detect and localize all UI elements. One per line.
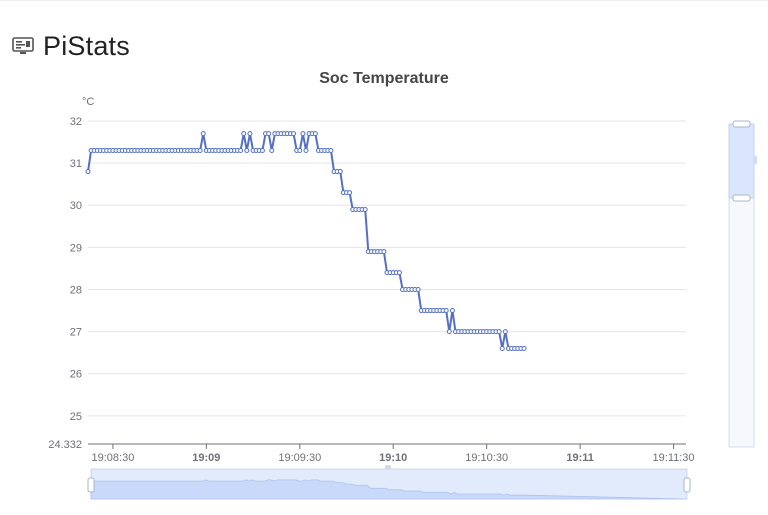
data-point[interactable]: [396, 270, 402, 276]
y-tick-label: 31: [70, 158, 82, 170]
app-title: PiStats: [43, 30, 130, 61]
data-point[interactable]: [415, 286, 421, 292]
data-point[interactable]: [303, 147, 309, 153]
x-tick-label: 19:10:30: [465, 452, 508, 464]
data-point[interactable]: [446, 329, 452, 335]
data-point[interactable]: [347, 190, 353, 196]
y-tick-label: 30: [70, 200, 82, 212]
data-point[interactable]: [449, 308, 455, 314]
series-line: [87, 132, 525, 350]
x-tick-label: 19:09: [192, 452, 220, 464]
y-zoom-track[interactable]: [728, 123, 755, 448]
y-tick-label: 25: [70, 411, 82, 423]
y-zoom-handle[interactable]: [732, 120, 751, 128]
x-tick-label: 19:09:30: [278, 452, 321, 464]
x-tick-label: 19:11: [566, 452, 594, 464]
data-point[interactable]: [85, 169, 91, 175]
y-zoom-handle[interactable]: [732, 194, 751, 202]
top-divider: [0, 0, 768, 1]
data-point[interactable]: [247, 131, 253, 137]
data-point[interactable]: [362, 206, 368, 212]
x-zoom-preview: [90, 479, 686, 500]
y-zoom-selection: [728, 123, 755, 199]
data-point[interactable]: [521, 345, 527, 351]
data-point[interactable]: [238, 147, 244, 153]
y-axis-unit-label: °C: [82, 96, 94, 108]
y-tick-label: 32: [70, 116, 82, 128]
y-tick-label: 24.332: [48, 439, 82, 451]
data-point[interactable]: [259, 147, 265, 153]
data-point[interactable]: [297, 147, 303, 153]
y-tick-label: 27: [70, 327, 82, 339]
data-point[interactable]: [197, 147, 203, 153]
data-point[interactable]: [496, 329, 502, 335]
x-tick-label: 19:08:30: [92, 452, 135, 464]
chart-title: Soc Temperature: [319, 70, 449, 87]
monitor-icon: [12, 37, 34, 54]
y-tick-label: 26: [70, 369, 82, 381]
data-point[interactable]: [300, 131, 306, 137]
app-header: PiStats: [12, 26, 130, 66]
y-zoom-move-handle[interactable]: [754, 156, 757, 164]
data-point[interactable]: [291, 131, 297, 137]
data-point[interactable]: [241, 131, 247, 137]
x-zoom-move-handle[interactable]: [385, 465, 391, 469]
data-point[interactable]: [499, 345, 505, 351]
data-point[interactable]: [443, 308, 449, 314]
y-tick-label: 29: [70, 242, 82, 254]
x-zoom-handle[interactable]: [87, 477, 95, 493]
data-point[interactable]: [337, 169, 343, 175]
x-tick-label: 19:10: [379, 452, 407, 464]
x-zoom-selection: [91, 469, 687, 499]
data-point[interactable]: [266, 131, 272, 137]
data-point[interactable]: [381, 249, 387, 255]
x-tick-label: 19:11:30: [653, 452, 695, 464]
data-point[interactable]: [269, 147, 275, 153]
data-point[interactable]: [244, 147, 250, 153]
x-zoom-handle[interactable]: [683, 477, 691, 493]
data-point[interactable]: [502, 329, 508, 335]
data-point[interactable]: [312, 131, 318, 137]
y-tick-label: 28: [70, 284, 82, 296]
data-point[interactable]: [328, 147, 334, 153]
data-point[interactable]: [200, 131, 206, 137]
